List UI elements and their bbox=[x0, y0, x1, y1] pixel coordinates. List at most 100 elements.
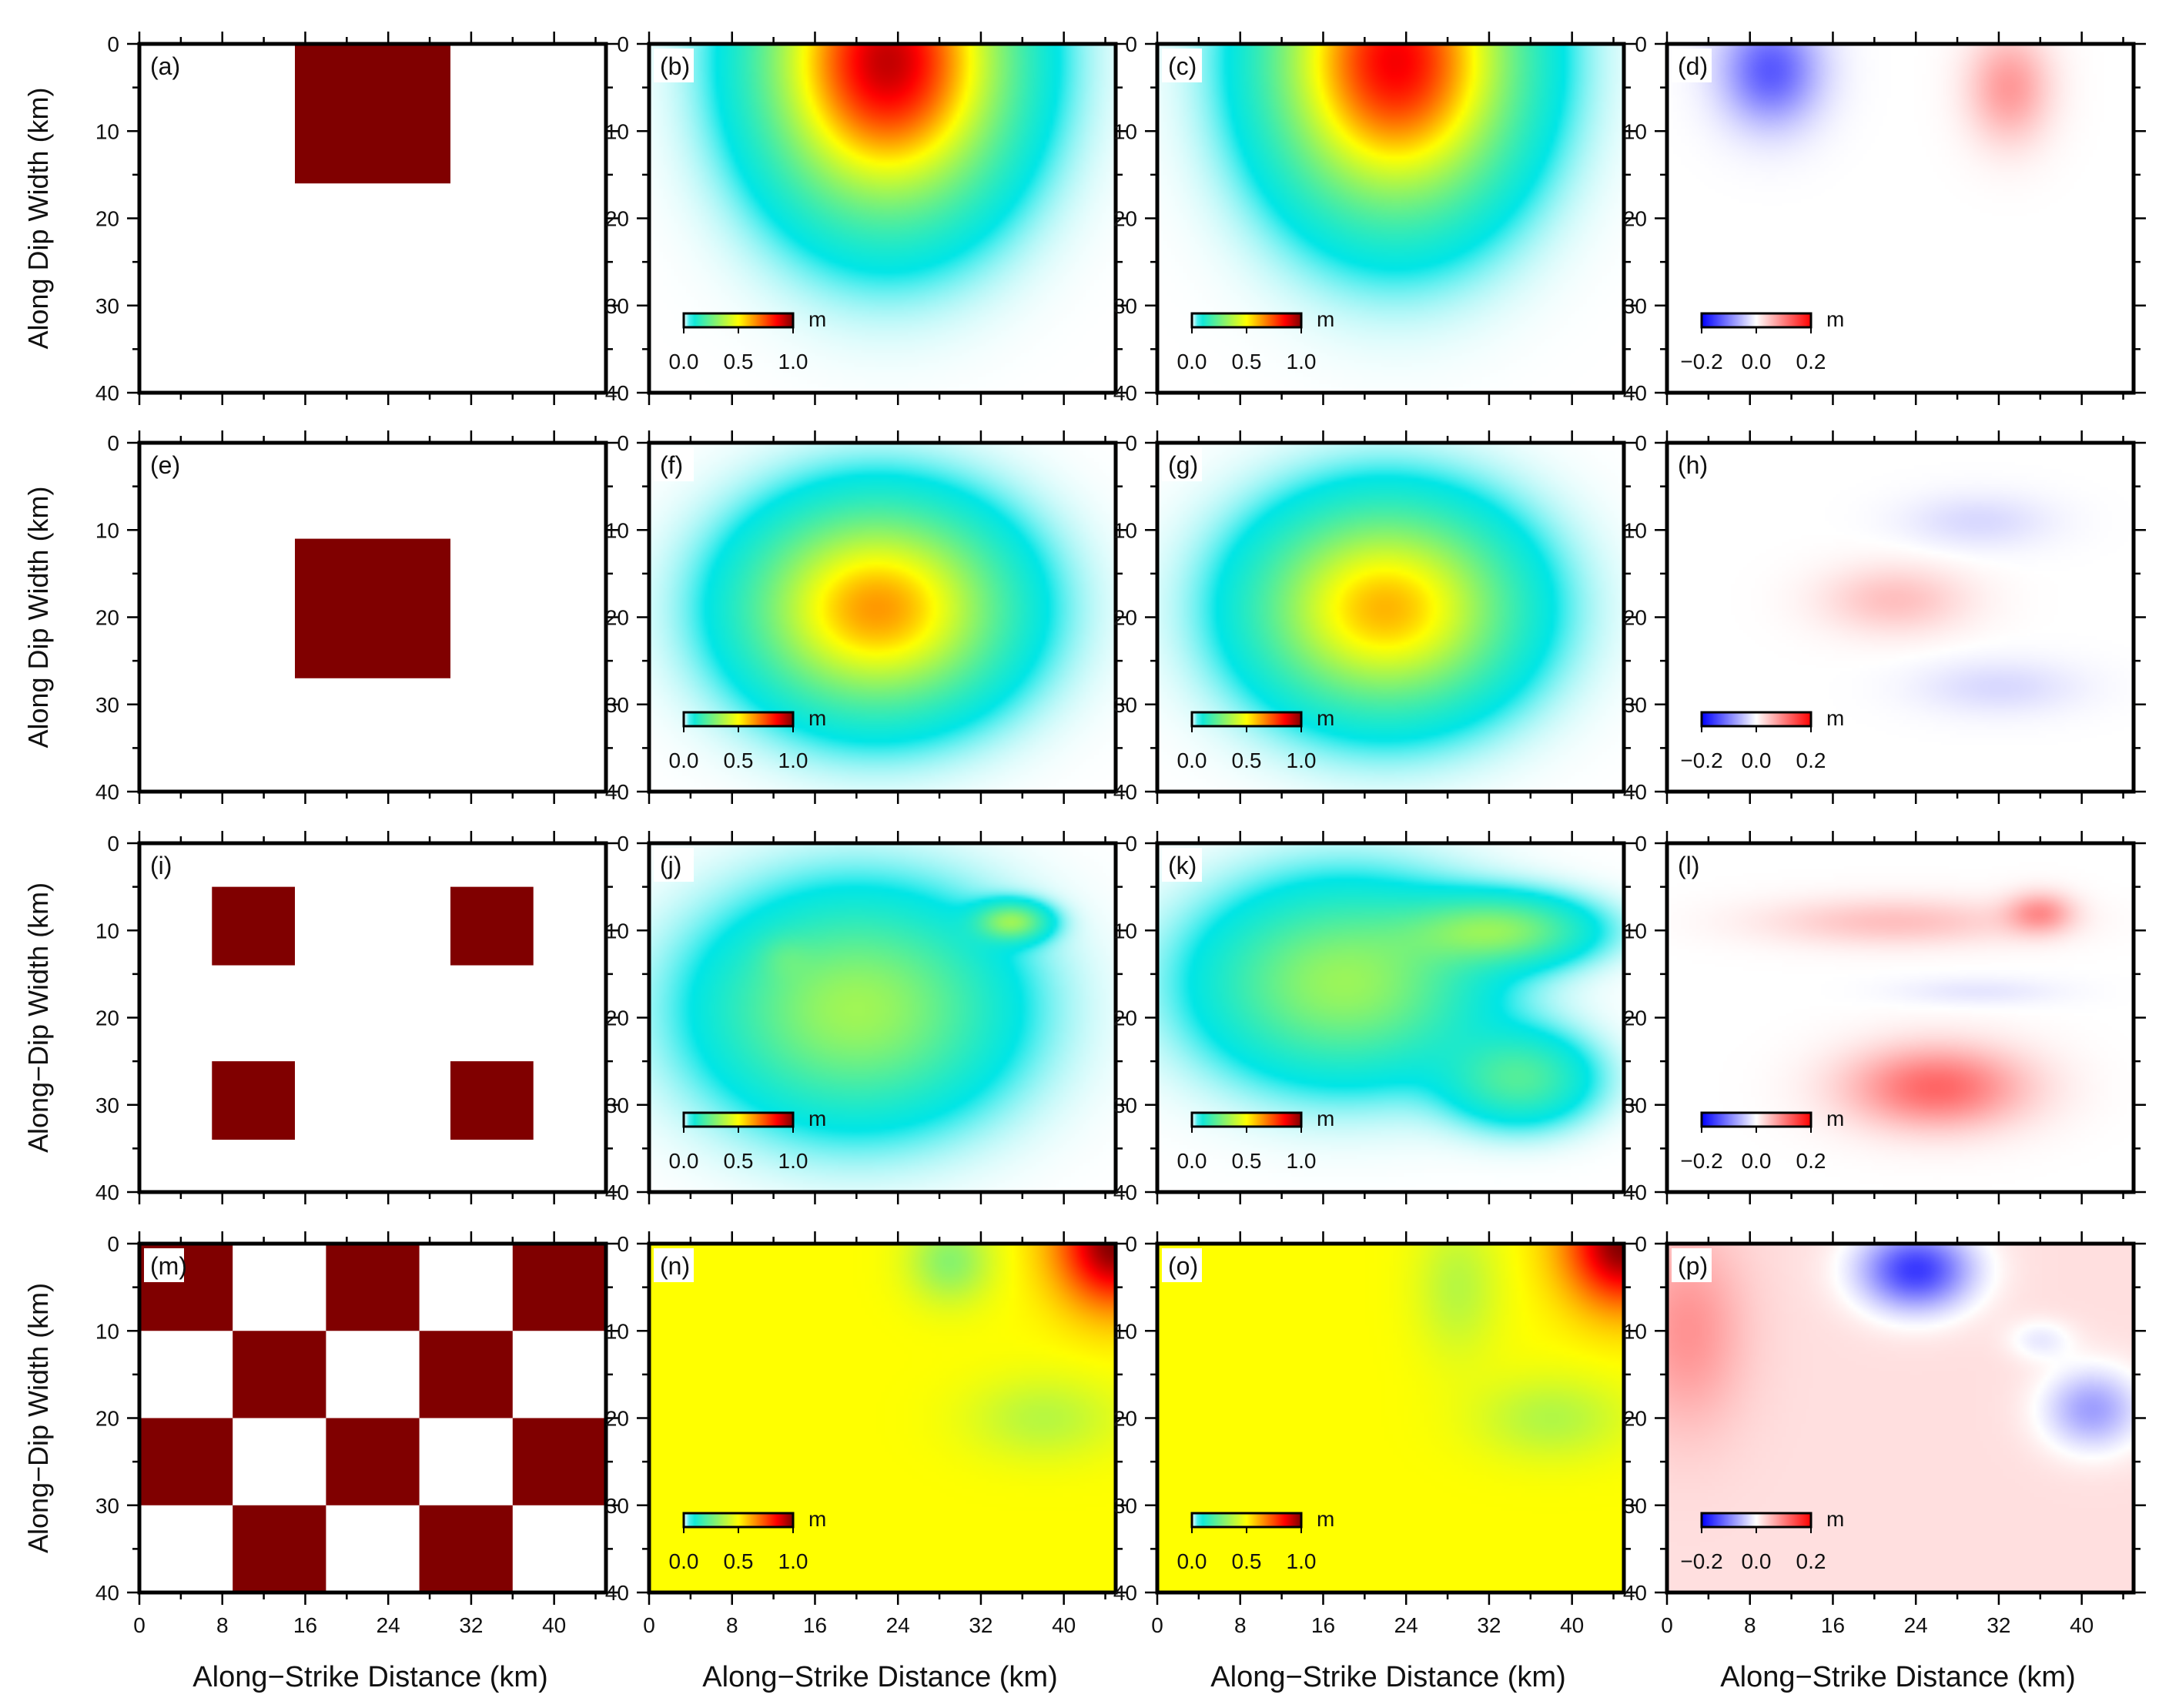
x-axis-title: Along−Strike Distance (km) bbox=[192, 1661, 547, 1693]
axis-ticks: 0 10 20 30 40 0 8 16 24 32 40 bbox=[605, 1231, 1128, 1637]
y-tick-label: 40 bbox=[605, 1581, 629, 1605]
checker-cell bbox=[512, 1418, 606, 1505]
panel-label-box bbox=[1162, 848, 1202, 882]
heatmap-raster bbox=[1667, 443, 2134, 792]
heatmap-raster bbox=[1157, 843, 1624, 1192]
x-tick-label: 24 bbox=[1394, 1613, 1418, 1637]
y-tick-label: 40 bbox=[605, 1181, 629, 1204]
heatmap-raster bbox=[1157, 443, 1624, 792]
x-tick-label: 40 bbox=[1560, 1613, 1584, 1637]
y-tick-label: 40 bbox=[1113, 1181, 1137, 1204]
y-tick-label: 10 bbox=[1623, 1319, 1647, 1343]
panel-label-text: (o) bbox=[1168, 1252, 1198, 1280]
panel-l: m −0.2 0.0 0.2 (l) 0 10 20 30 40 bbox=[1623, 831, 2146, 1204]
panel-label-box bbox=[144, 49, 184, 82]
y-tick-label: 20 bbox=[1623, 1006, 1647, 1030]
y-tick-label: 0 bbox=[1635, 832, 1647, 856]
y-tick-label: 20 bbox=[95, 1006, 119, 1030]
y-tick-label: 10 bbox=[1113, 119, 1137, 143]
panel-label: (b) bbox=[654, 49, 694, 82]
x-tick-label: 40 bbox=[1052, 1613, 1076, 1637]
y-tick-label: 0 bbox=[617, 431, 629, 455]
panel-m: (m) 0 10 20 30 40 0 8 16 24 32 40 bbox=[95, 1231, 618, 1637]
y-tick-label: 20 bbox=[605, 1006, 629, 1030]
colorbar-tick-label: 0.0 bbox=[1742, 1549, 1772, 1573]
colorbar: m 0.0 0.5 1.0 bbox=[669, 1107, 827, 1173]
y-tick-label: 0 bbox=[107, 32, 119, 56]
x-axis-title: Along−Strike Distance (km) bbox=[702, 1661, 1057, 1693]
y-tick-label: 40 bbox=[1113, 780, 1137, 804]
panel-label-box bbox=[654, 1248, 694, 1282]
panel-label-box bbox=[144, 848, 184, 882]
colorbar-unit: m bbox=[808, 1507, 826, 1531]
x-tick-label: 0 bbox=[1661, 1613, 1673, 1637]
x-tick-label: 32 bbox=[969, 1613, 992, 1637]
input-slip-patch bbox=[295, 538, 450, 678]
y-tick-label: 30 bbox=[1113, 1494, 1137, 1518]
panel-k: m 0.0 0.5 1.0 (k) 0 10 20 30 40 bbox=[1113, 831, 1636, 1204]
colorbar-tick-label: 0.0 bbox=[669, 350, 699, 373]
y-axis-title: Along Dip Width (km) bbox=[22, 486, 54, 748]
y-tick-label: 10 bbox=[95, 119, 119, 143]
colorbar-tick-label: 1.0 bbox=[778, 350, 808, 373]
x-tick-label: 8 bbox=[1234, 1613, 1247, 1637]
panel-grid: (a) 0 10 20 30 40 m 0.0 0.5 1.0 (b) 0 10 20 30 40 m 0.0 0.… bbox=[95, 32, 2146, 1637]
y-tick-label: 40 bbox=[605, 381, 629, 405]
y-tick-label: 30 bbox=[1623, 693, 1647, 717]
y-axis-title: Along−Dip Width (km) bbox=[22, 882, 54, 1153]
heatmap-raster bbox=[1157, 1244, 1624, 1592]
y-tick-label: 20 bbox=[1113, 606, 1137, 630]
y-axis-title: Along−Dip Width (km) bbox=[22, 1283, 54, 1553]
y-tick-label: 40 bbox=[1113, 1581, 1137, 1605]
colorbar-tick-label: 0.0 bbox=[1177, 1149, 1207, 1173]
colorbar-unit: m bbox=[1826, 307, 1844, 331]
colorbar-tick-label: 0.5 bbox=[724, 1149, 754, 1173]
checker-cell bbox=[233, 1331, 326, 1418]
colorbar-scale bbox=[682, 312, 795, 329]
colorbar-scale bbox=[682, 1111, 795, 1128]
x-axis-title: Along−Strike Distance (km) bbox=[1720, 1661, 2075, 1693]
colorbar-tick-label: 0.0 bbox=[1742, 1149, 1772, 1173]
y-tick-label: 10 bbox=[1113, 518, 1137, 542]
colorbar-tick-label: 0.0 bbox=[669, 1149, 699, 1173]
colorbar: m −0.2 0.0 0.2 bbox=[1680, 706, 1844, 772]
panel-n: m 0.0 0.5 1.0 (n) 0 10 20 30 40 0 8 16 24 32 40 bbox=[605, 1231, 1128, 1637]
x-tick-label: 0 bbox=[133, 1613, 146, 1637]
colorbar-scale bbox=[1190, 312, 1303, 329]
panel-label: (k) bbox=[1162, 848, 1202, 882]
input-slip-patch bbox=[212, 1061, 295, 1140]
x-tick-label: 16 bbox=[293, 1613, 317, 1637]
y-tick-label: 30 bbox=[1113, 693, 1137, 717]
y-tick-label: 10 bbox=[1113, 919, 1137, 943]
input-slip-patch bbox=[295, 44, 450, 184]
panel-label-text: (h) bbox=[1678, 451, 1708, 479]
x-tick-label: 32 bbox=[1987, 1613, 2010, 1637]
x-tick-label: 32 bbox=[459, 1613, 483, 1637]
colorbar-tick-label: 0.0 bbox=[669, 1549, 699, 1573]
y-tick-label: 40 bbox=[1623, 1581, 1647, 1605]
panel-label-text: (n) bbox=[660, 1252, 690, 1280]
y-tick-label: 0 bbox=[1635, 1232, 1647, 1256]
x-axis-title: Along−Strike Distance (km) bbox=[1210, 1661, 1565, 1693]
axis-ticks: 0 10 20 30 40 bbox=[1623, 32, 2146, 405]
y-tick-label: 40 bbox=[1623, 1181, 1647, 1204]
x-tick-label: 24 bbox=[886, 1613, 910, 1637]
x-tick-label: 40 bbox=[2070, 1613, 2094, 1637]
y-tick-label: 10 bbox=[95, 919, 119, 943]
y-tick-label: 30 bbox=[1623, 1494, 1647, 1518]
axis-ticks: 0 10 20 30 40 bbox=[605, 831, 1128, 1204]
panel-label-box bbox=[1672, 447, 1712, 481]
colorbar-tick-label: 1.0 bbox=[1287, 350, 1317, 373]
axis-ticks: 0 10 20 30 40 bbox=[95, 430, 618, 804]
panel-label: (j) bbox=[654, 848, 694, 882]
x-tick-label: 0 bbox=[1151, 1613, 1163, 1637]
x-tick-label: 24 bbox=[377, 1613, 400, 1637]
panel-label-text: (e) bbox=[150, 451, 180, 479]
panel-label: (f) bbox=[654, 447, 694, 481]
panel-h: m −0.2 0.0 0.2 (h) 0 10 20 30 40 bbox=[1623, 430, 2146, 804]
axis-ticks: 0 10 20 30 40 bbox=[1623, 831, 2146, 1204]
axis-ticks: 0 10 20 30 40 bbox=[1113, 32, 1636, 405]
y-tick-label: 30 bbox=[1623, 1093, 1647, 1117]
heatmap-raster bbox=[649, 1244, 1116, 1592]
